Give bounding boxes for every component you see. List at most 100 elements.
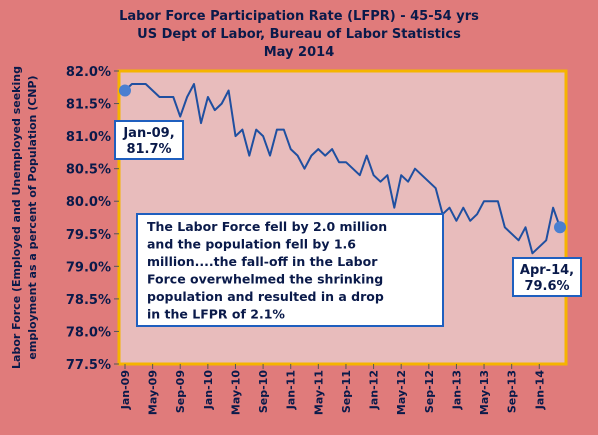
series-point <box>449 207 451 209</box>
x-tick-label: Jan-10 <box>202 370 215 411</box>
series-point <box>352 168 354 170</box>
x-tick-label: May-12 <box>395 370 408 415</box>
x-tick-label: Sep-09 <box>174 370 187 413</box>
series-point <box>462 207 464 209</box>
series-point <box>317 148 319 150</box>
start-callout-text: 81.7% <box>126 142 171 157</box>
y-axis-label-line: Labor Force (Employed and Unemployed see… <box>10 66 23 369</box>
start-marker <box>119 84 131 97</box>
series-point <box>476 213 478 215</box>
x-tick-label: Sep-11 <box>340 370 353 413</box>
series-point <box>518 239 520 241</box>
series-point <box>214 109 216 111</box>
series-point <box>172 96 174 98</box>
y-axis-label: Labor Force (Employed and Unemployed see… <box>10 66 39 369</box>
series-point <box>345 161 347 163</box>
series-point <box>228 90 230 92</box>
series-point <box>490 200 492 202</box>
title-line: US Dept of Labor, Bureau of Labor Statis… <box>137 27 461 42</box>
series-point <box>269 155 271 157</box>
note-callout-box <box>136 213 444 327</box>
series-point <box>324 155 326 157</box>
series-point <box>255 129 257 131</box>
series-point <box>380 181 382 183</box>
series-line-lfpr <box>124 83 561 255</box>
series-point <box>304 168 306 170</box>
y-tick-label: 79.0% <box>66 260 111 275</box>
series-point <box>200 122 202 124</box>
series-point <box>248 155 250 157</box>
series-point <box>179 116 181 118</box>
series-point <box>235 135 237 137</box>
x-tick-label: Sep-13 <box>506 370 519 413</box>
series-point <box>511 233 513 235</box>
series-point <box>359 174 361 176</box>
series-point <box>262 135 264 137</box>
start-callout-box <box>114 120 184 160</box>
y-tick-label: 78.5% <box>66 293 111 308</box>
series-point <box>241 129 243 131</box>
series-point <box>393 207 395 209</box>
series-point <box>145 83 147 85</box>
series-point <box>152 90 154 92</box>
x-tick-label: Jan-13 <box>450 370 463 410</box>
series-point <box>310 155 312 157</box>
series-point <box>435 187 437 189</box>
series-point <box>159 96 161 98</box>
start-callout-text: Jan-09, <box>122 126 174 141</box>
series-point <box>428 181 430 183</box>
end-callout-text: Apr-14, <box>520 263 574 278</box>
series-point <box>414 168 416 170</box>
series-point <box>538 246 540 248</box>
series-point <box>407 181 409 183</box>
series-point <box>338 161 340 163</box>
series-point <box>400 174 402 176</box>
x-tick-label: Jan-14 <box>533 370 546 411</box>
series-point <box>207 96 209 98</box>
series-point <box>525 226 527 228</box>
title-line: Labor Force Participation Rate (LFPR) - … <box>119 9 479 24</box>
y-tick-label: 80.5% <box>66 163 111 178</box>
series-point <box>497 200 499 202</box>
y-axis-ticks: 77.5% 78.0% 78.5% 79.0% 79.5% 80.0% 80.5% 81.0%… <box>66 65 119 373</box>
x-axis-ticks: Jan-09 May-09 Sep-09 Jan-10 May-10 Sep-10 Jan-… <box>119 364 546 415</box>
series-point <box>221 103 223 105</box>
y-tick-label: 81.5% <box>66 98 111 113</box>
x-tick-label: Jan-11 <box>285 370 298 410</box>
series-point <box>421 174 423 176</box>
series-point <box>469 220 471 222</box>
note-callout-line: in the LFPR of 2.1% <box>147 307 285 322</box>
note-callout-line: million....the fall-off in the Labor <box>147 254 378 269</box>
chart-title: Labor Force Participation Rate (LFPR) - … <box>119 9 479 60</box>
series-point <box>545 239 547 241</box>
y-tick-label: 79.5% <box>66 228 111 243</box>
series-point <box>455 220 457 222</box>
series-point <box>331 148 333 150</box>
end-callout-box <box>512 257 582 297</box>
series-point <box>165 96 167 98</box>
y-tick-label: 80.0% <box>66 195 111 210</box>
note-callout-line: Force overwhelmed the shrinking <box>147 272 383 287</box>
note-callout-line: population and resulted in a drop <box>147 289 384 304</box>
series-point <box>531 252 533 254</box>
note-callout: The Labor Force fell by 2.0 million and t… <box>136 213 444 327</box>
series-point <box>386 174 388 176</box>
series-point <box>366 155 368 157</box>
end-callout: Apr-14,79.6% <box>512 257 582 297</box>
series-point <box>138 83 140 85</box>
x-tick-label: May-10 <box>229 370 242 415</box>
y-tick-label: 82.0% <box>66 65 111 80</box>
x-tick-label: May-13 <box>478 370 491 415</box>
x-tick-label: Jan-12 <box>368 370 381 410</box>
series-point <box>373 174 375 176</box>
x-tick-label: Sep-12 <box>423 370 436 413</box>
start-callout: Jan-09,81.7% <box>114 120 184 160</box>
series-point <box>131 83 133 85</box>
series-point <box>276 129 278 131</box>
x-tick-label: Sep-10 <box>257 370 270 413</box>
y-tick-label: 81.0% <box>66 130 111 145</box>
series-point <box>483 200 485 202</box>
x-tick-label: May-09 <box>147 370 160 415</box>
y-axis-label-line: employment as a percent of Population (C… <box>26 75 39 359</box>
